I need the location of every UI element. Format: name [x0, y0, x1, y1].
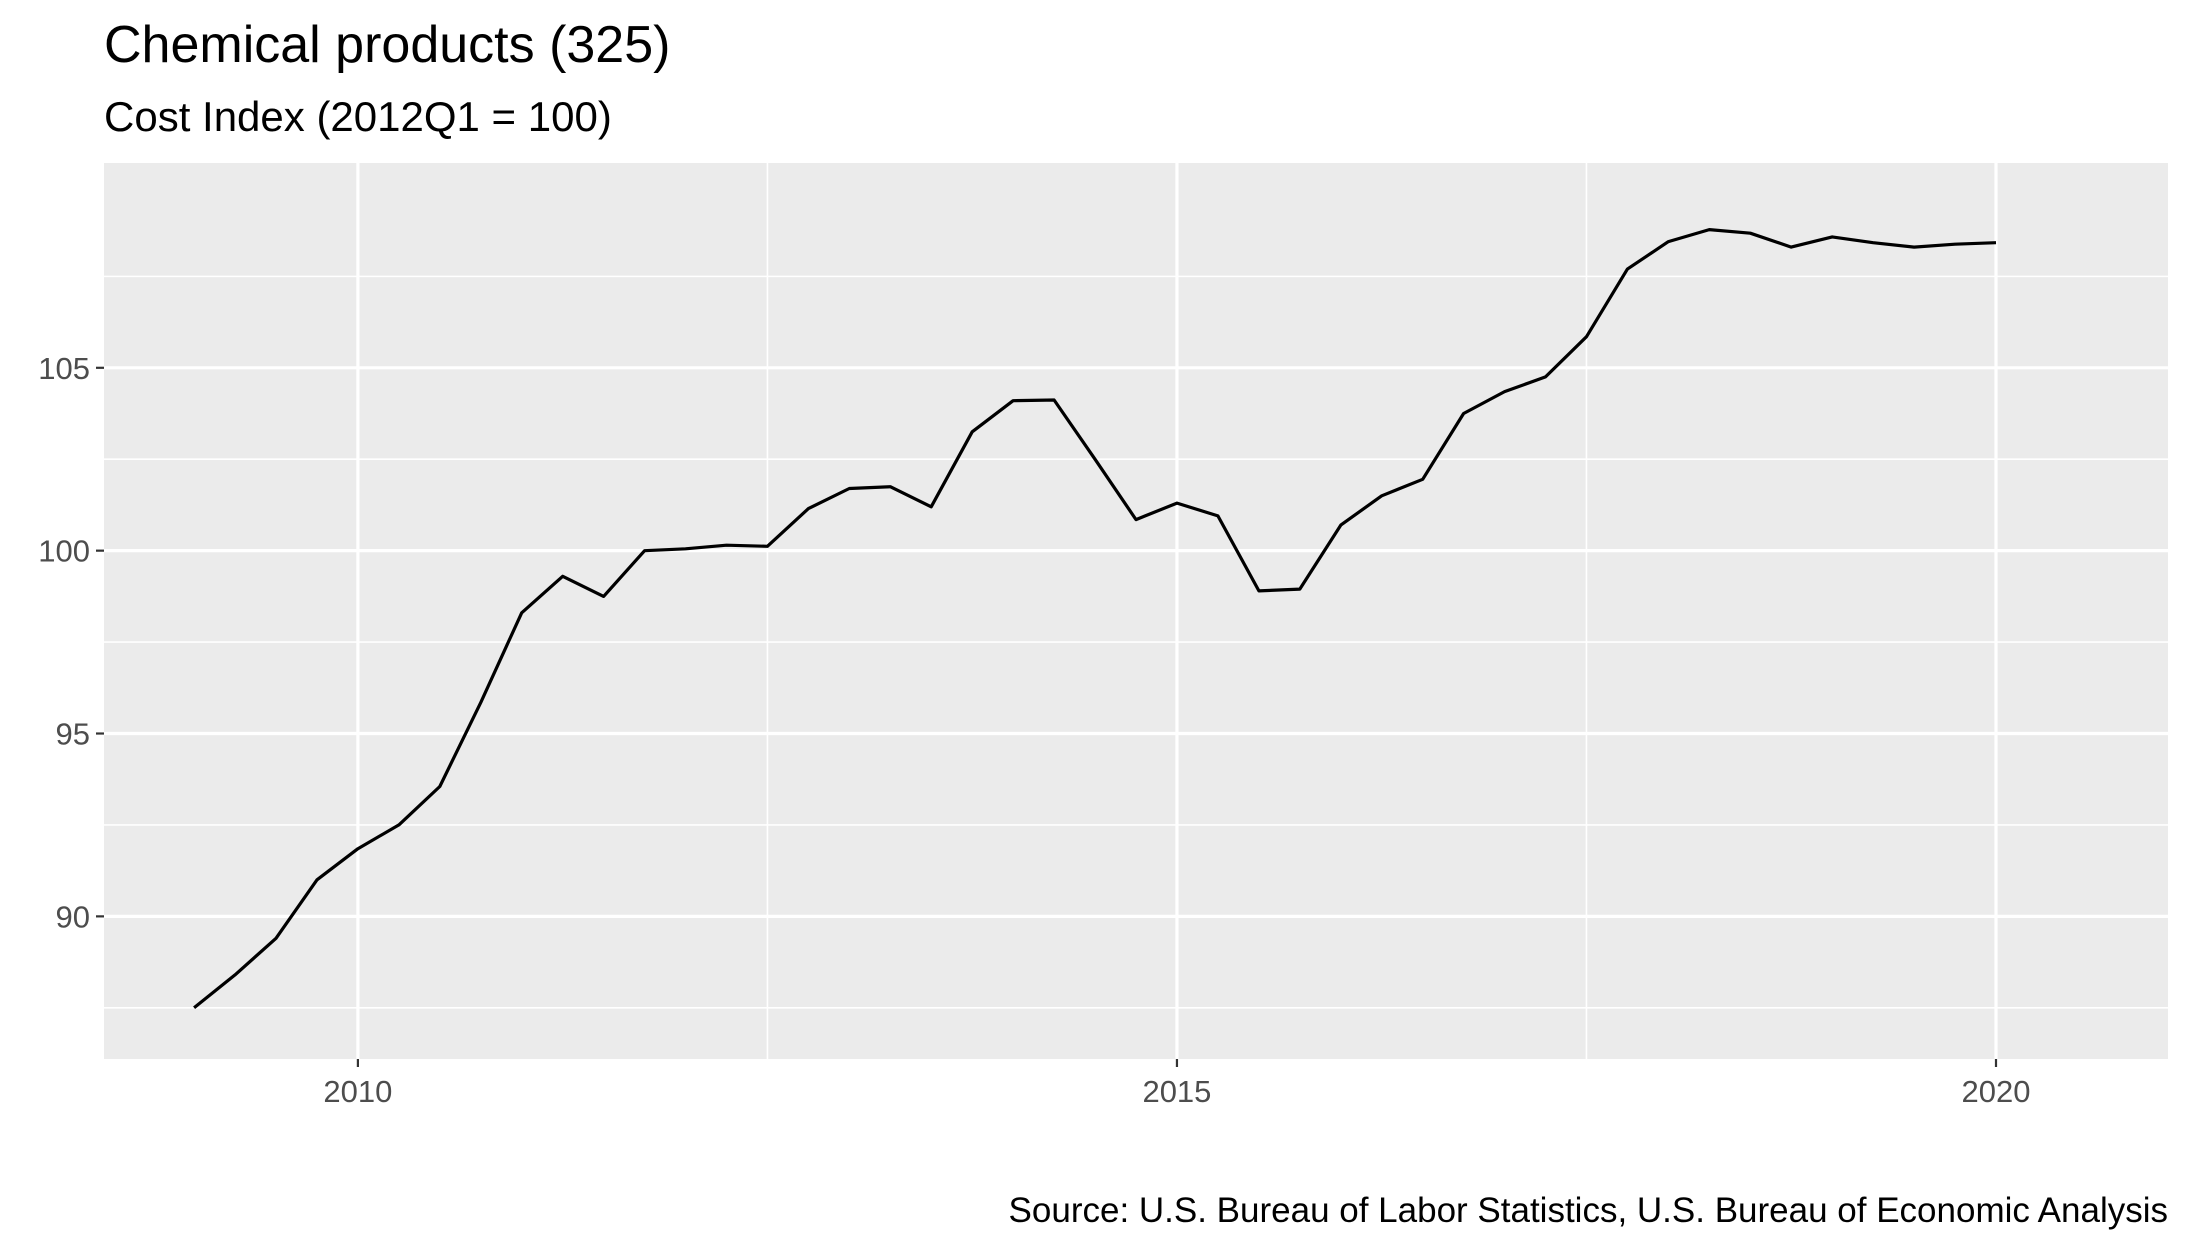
chart-title: Chemical products (325) — [104, 16, 670, 74]
chart-subtitle: Cost Index (2012Q1 = 100) — [104, 93, 612, 140]
y-tick-label: 90 — [56, 899, 90, 934]
y-axis: 90 95 100 105 — [38, 351, 104, 934]
grid-major — [104, 163, 2168, 1059]
x-tick-label: 2010 — [323, 1074, 392, 1109]
series-layer — [193, 228, 1997, 1010]
x-axis: 2010 2015 2020 — [323, 1059, 2030, 1109]
x-tick-label: 2020 — [1962, 1074, 2031, 1109]
y-tick-label: 105 — [38, 351, 90, 386]
y-tick-label: 100 — [38, 534, 90, 569]
plot-panel — [104, 163, 2168, 1059]
series-line — [193, 228, 1997, 1010]
y-tick-label: 95 — [56, 717, 90, 752]
grid-minor — [104, 163, 2168, 1059]
chart-caption: Source: U.S. Bureau of Labor Statistics,… — [1009, 1191, 2168, 1230]
x-tick-label: 2015 — [1142, 1074, 1211, 1109]
